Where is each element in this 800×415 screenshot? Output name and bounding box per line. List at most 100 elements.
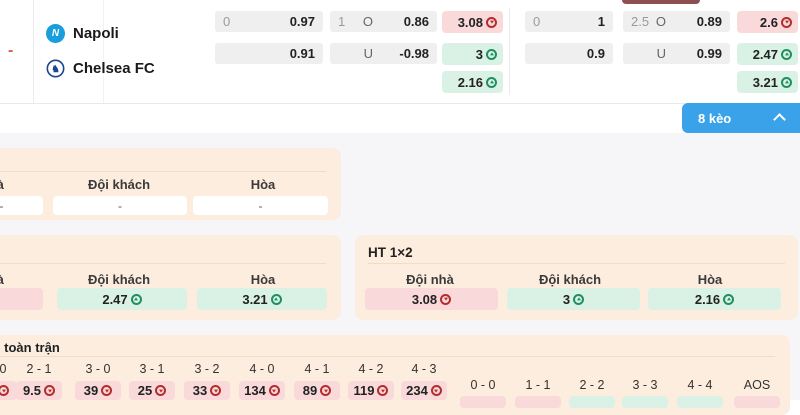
card-title-divider xyxy=(0,171,326,172)
card-title-divider xyxy=(0,263,326,264)
score-label: 3 - 2 xyxy=(194,362,220,376)
trend-down-icon xyxy=(44,385,56,396)
odds-cell-away[interactable]: 2.47 xyxy=(57,288,187,310)
handicap: 0 xyxy=(533,14,541,29)
markets-expander-button[interactable]: 8 kèo xyxy=(682,103,800,133)
trend-down-icon xyxy=(781,16,792,28)
home-team-name: Napoli xyxy=(73,24,119,42)
score-odds-cell[interactable] xyxy=(677,396,723,408)
team-row-home[interactable]: N Napoli xyxy=(46,22,119,44)
odds-hdp-row2[interactable]: 0.9 xyxy=(525,43,613,64)
odds-value: - xyxy=(0,199,4,213)
trend-up-icon xyxy=(781,76,792,88)
score-label: 1 - 1 xyxy=(525,378,551,392)
odds-hdp-row1[interactable]: 0 1 xyxy=(525,11,613,32)
trend-down-icon xyxy=(268,385,280,396)
odds-value: 234 xyxy=(406,383,428,398)
odds-value: 2.6 xyxy=(759,14,778,30)
score-odds-cell[interactable] xyxy=(515,396,561,408)
pin-marker-icon[interactable]: - xyxy=(8,42,14,59)
odds-cell-away[interactable]: 3 xyxy=(507,288,640,310)
score-odds-cell[interactable]: 25 xyxy=(129,381,175,400)
odds-over[interactable]: 1 O 0.86 xyxy=(330,11,437,32)
score-label: 4 - 0 xyxy=(249,362,275,376)
score-label: 2 - 2 xyxy=(579,378,605,392)
card-title: HT 1×2 xyxy=(368,245,413,260)
odds-value: 25 xyxy=(137,383,153,398)
over-label: O xyxy=(362,14,373,29)
odds-1x2-draw[interactable]: 2.16 xyxy=(442,71,503,93)
trend-down-icon xyxy=(210,385,222,396)
card-title-divider xyxy=(368,263,785,264)
odds-cell[interactable]: - xyxy=(0,196,43,215)
expander-label: 8 kèo xyxy=(698,110,732,126)
odds-cell-draw[interactable]: 3.21 xyxy=(197,288,327,310)
card-title-divider xyxy=(0,356,775,357)
trend-up-icon xyxy=(781,48,792,60)
odds-value: 0.86 xyxy=(403,14,429,29)
score-odds-cell[interactable]: 39 xyxy=(75,381,121,400)
odds-value: 9.5 xyxy=(22,383,42,398)
handicap: 0 xyxy=(223,14,231,29)
under-label: U xyxy=(363,46,373,61)
header-draw: Hòa xyxy=(697,272,723,287)
odds-cell-home[interactable]: 3.08 xyxy=(365,288,498,310)
away-team-name: Chelsea FC xyxy=(73,59,155,77)
team-row-away[interactable]: ♞ Chelsea FC xyxy=(46,57,155,79)
odds-value: - xyxy=(258,198,263,213)
odds-over[interactable]: 2.5 O 0.89 xyxy=(623,11,730,32)
score-label: 4 - 2 xyxy=(358,362,384,376)
column-divider xyxy=(33,0,34,103)
trend-down-icon xyxy=(0,385,9,396)
score-odds-cell[interactable]: 119 xyxy=(348,381,394,400)
odds-value: 0.91 xyxy=(289,46,315,61)
row-divider xyxy=(0,103,800,104)
chevron-up-icon xyxy=(773,113,786,126)
odds-cell[interactable]: - xyxy=(193,196,328,215)
odds-1x2-draw[interactable]: 3.21 xyxy=(737,71,798,93)
score-label: 4 - 4 xyxy=(687,378,713,392)
score-odds-cell[interactable]: 234 xyxy=(401,381,447,400)
score-odds-cell[interactable]: 9.5 xyxy=(16,381,62,400)
score-odds-cell[interactable]: 134 xyxy=(239,381,285,400)
odds-cell-draw[interactable]: 2.16 xyxy=(648,288,781,310)
score-label: 4 - 3 xyxy=(411,362,437,376)
odds-value: 0.89 xyxy=(696,14,722,29)
header-home: Đội nhà xyxy=(0,177,4,192)
header-draw: Hòa xyxy=(250,177,276,192)
odds-cell[interactable]: - xyxy=(53,196,187,215)
odds-value: 3.08 xyxy=(411,291,438,307)
odds-under[interactable]: U -0.98 xyxy=(330,43,437,64)
odds-1x2-home[interactable]: 3.08 xyxy=(442,11,503,33)
trend-up-icon xyxy=(486,76,497,88)
odds-value: 134 xyxy=(244,383,266,398)
napoli-logo-icon: N xyxy=(46,23,65,43)
score-odds-cell[interactable] xyxy=(0,381,17,400)
score-label: 3 - 3 xyxy=(632,378,658,392)
odds-value: 3.08 xyxy=(457,14,483,30)
score-label: 4 - 1 xyxy=(304,362,330,376)
odds-hdp-row1[interactable]: 0 0.97 xyxy=(215,11,323,32)
score-odds-cell[interactable] xyxy=(622,396,668,408)
odds-hdp-row2[interactable]: 0.91 xyxy=(215,43,323,64)
odds-value: 89 xyxy=(302,383,318,398)
score-label: AOS xyxy=(743,378,771,392)
odds-1x2-away[interactable]: 3 xyxy=(442,43,503,65)
trend-up-icon xyxy=(486,48,497,60)
odds-1x2-away[interactable]: 2.47 xyxy=(737,43,798,65)
score-label: 2 - 1 xyxy=(26,362,52,376)
trend-up-icon xyxy=(130,293,142,305)
odds-under[interactable]: U 0.99 xyxy=(623,43,730,64)
trend-up-icon xyxy=(270,293,282,305)
odds-1x2-home[interactable]: 2.6 xyxy=(737,11,798,33)
score-label: 0 - 0 xyxy=(470,378,496,392)
score-odds-cell[interactable] xyxy=(569,396,615,408)
card-title: Tỷ số chính xác toàn trận xyxy=(0,340,60,355)
score-odds-cell[interactable] xyxy=(734,396,780,408)
score-odds-cell[interactable]: 33 xyxy=(184,381,230,400)
odds-cell-home[interactable] xyxy=(0,288,43,310)
score-odds-cell[interactable]: 89 xyxy=(294,381,340,400)
score-odds-cell[interactable] xyxy=(460,396,506,408)
score-label: 3 - 0 xyxy=(85,362,111,376)
odds-value: - xyxy=(118,198,122,213)
